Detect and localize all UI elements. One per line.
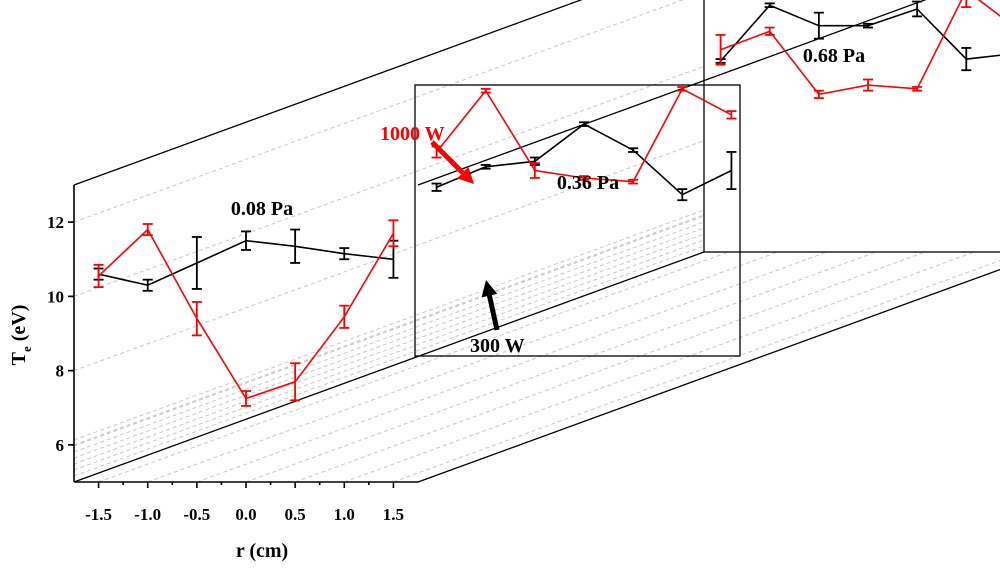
x-tick-label: 1.5 <box>383 505 404 524</box>
y-tick-label: 10 <box>47 287 64 306</box>
error-bar <box>813 89 824 99</box>
y-tick-label: 8 <box>56 362 65 381</box>
annotation-arrow-shaft <box>486 295 500 331</box>
floor-grid-line <box>73 227 705 459</box>
floor-grid-line <box>73 245 705 477</box>
error-bar <box>912 0 923 18</box>
box-edge <box>417 268 1000 483</box>
error-bar <box>241 390 251 407</box>
y-axis-title-main: T <box>8 351 30 365</box>
error-bar <box>290 362 301 402</box>
error-bar <box>529 162 540 179</box>
box-edge <box>73 251 705 483</box>
error-bar <box>339 247 350 261</box>
y-tick-label: 12 <box>47 213 64 232</box>
floor-grid-line <box>73 221 705 453</box>
panel-0_36-Pa <box>431 86 737 202</box>
pressure-label: 0.08 Pa <box>231 198 293 220</box>
panel-0_68-Pa <box>715 0 1000 99</box>
wall-grid-line <box>73 214 705 446</box>
box-edge <box>73 0 583 186</box>
panel-0_08-Pa <box>93 219 399 407</box>
floor-grid-line <box>73 209 705 441</box>
error-bar <box>480 87 491 94</box>
error-bar <box>579 121 589 127</box>
y-axis-title-unit: (eV) <box>8 305 30 347</box>
error-bar <box>677 86 688 92</box>
error-bar <box>142 223 153 237</box>
middle-frame <box>414 84 741 357</box>
x-axis-title: r (cm) <box>236 540 288 562</box>
error-bar <box>863 22 873 29</box>
x-tick-label: -1.0 <box>134 505 161 524</box>
error-bar <box>628 178 639 185</box>
error-bar <box>863 78 873 92</box>
y-axis-title-sub: e <box>19 346 34 352</box>
error-bar <box>677 188 688 202</box>
y-axis-title: Te (eV) <box>8 305 34 366</box>
data-panels <box>93 0 1000 407</box>
floor-grid-line <box>344 251 975 483</box>
error-bar <box>191 236 202 290</box>
x-tick-label: -1.5 <box>85 505 112 524</box>
pressure-label: 0.36 Pa <box>557 172 619 194</box>
error-bar <box>726 110 737 120</box>
error-bar <box>764 26 775 36</box>
error-bar <box>480 164 491 170</box>
annotation-label: 1000 W <box>380 123 445 145</box>
error-bar <box>912 86 923 92</box>
panel-frames <box>73 0 1000 483</box>
error-bar <box>961 0 972 9</box>
error-bar <box>339 304 350 329</box>
error-bar <box>191 301 202 337</box>
y-tick-label: 6 <box>56 436 65 455</box>
error-bar <box>715 34 726 66</box>
x-tick-label: 1.0 <box>334 505 355 524</box>
x-tick-label: -0.5 <box>183 505 210 524</box>
pressure-label: 0.68 Pa <box>803 45 865 67</box>
error-bar <box>961 47 972 72</box>
annotation-arrow-shaft <box>430 140 465 175</box>
error-bar <box>241 230 251 251</box>
error-bar <box>813 11 824 40</box>
error-bar <box>142 278 153 292</box>
floor-grid-line <box>73 239 705 471</box>
annotation-arrow-head <box>481 280 498 298</box>
error-bar <box>388 219 399 248</box>
floor-grid-line <box>98 251 729 483</box>
error-bar <box>628 147 639 153</box>
box-edge <box>417 0 927 186</box>
annotations: 0.08 Pa 0.36 Pa 0.68 Pa 1000 W 300 W <box>231 45 865 357</box>
error-bar <box>290 228 301 264</box>
error-bar <box>431 182 442 192</box>
x-tick-label: 0.0 <box>235 505 256 524</box>
error-bar <box>579 175 589 181</box>
error-bar <box>93 263 104 288</box>
floor-grid <box>73 0 1000 483</box>
floor-grid-line <box>147 251 778 483</box>
annotation-label: 300 W <box>470 335 525 357</box>
annotation-arrow-head <box>457 167 474 184</box>
x-tick-label: 0.5 <box>285 505 306 524</box>
front-axes: -1.5 -1.0 -0.5 0.0 0.5 1.0 1.5 6 8 10 12 r (cm) Te (… <box>8 185 418 562</box>
error-bar <box>726 151 737 190</box>
back-frame <box>703 0 1000 253</box>
error-bar <box>764 2 775 9</box>
